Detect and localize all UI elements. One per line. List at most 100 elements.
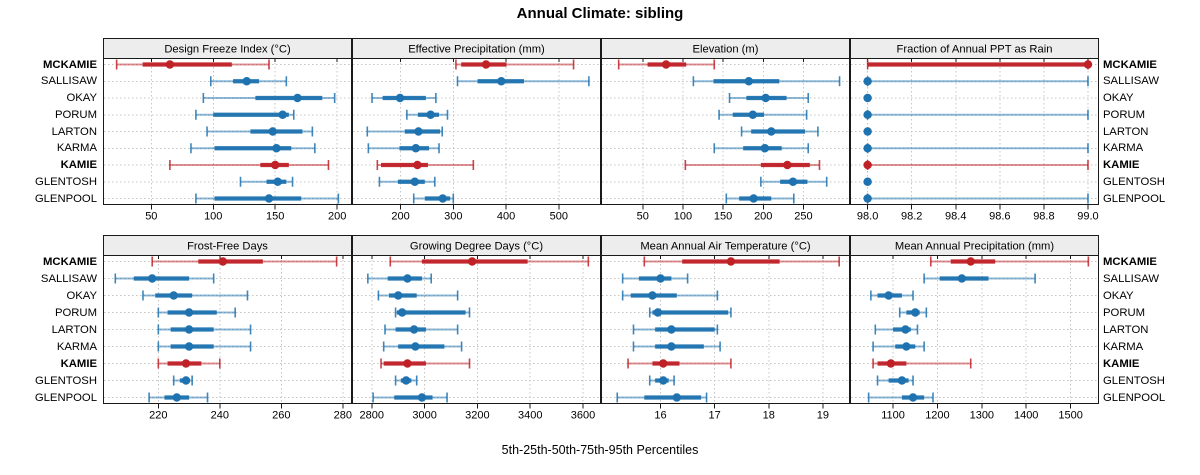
median-dot — [395, 93, 405, 103]
median-dot — [410, 177, 419, 186]
median-dot — [748, 110, 758, 119]
median-dot — [897, 376, 907, 385]
x-tick-label: 3000 — [412, 410, 436, 422]
median-dot — [409, 325, 419, 334]
panel-strip — [103, 38, 352, 59]
median-dot — [661, 60, 671, 69]
panel-strip-title: Design Freeze Index (°C) — [164, 44, 291, 56]
station-label-porum: PORUM — [54, 108, 97, 121]
station-label-porum: PORUM — [1103, 108, 1146, 121]
x-tick-label: 250 — [794, 211, 812, 223]
panel-strip-title: Fraction of Annual PPT as Rain — [897, 44, 1053, 56]
x-tick-label: 1300 — [970, 410, 994, 422]
panel-growing-degree-days: 2800 3000 3200 3400 3600 Growing Degree Days … — [352, 235, 601, 422]
median-dot — [497, 77, 506, 86]
median-dot — [403, 274, 412, 283]
median-dot — [648, 291, 657, 300]
median-dot — [667, 325, 676, 334]
median-dot — [184, 342, 194, 351]
median-dot — [272, 144, 281, 153]
panel-strip-title: Mean Annual Precipitation (mm) — [895, 241, 1054, 253]
x-tick-label: 50 — [637, 211, 649, 223]
x-tick-label: 99.0 — [1077, 211, 1098, 223]
station-label-sallisaw: SALLISAW — [40, 75, 97, 88]
median-dot — [863, 177, 872, 186]
median-dot — [181, 359, 191, 368]
median-dot — [886, 359, 896, 368]
median-dot — [749, 194, 758, 203]
median-dot — [884, 291, 893, 300]
median-dot — [767, 127, 776, 136]
x-tick-label: 260 — [272, 410, 290, 422]
panel-strip-title: Frost-Free Days — [187, 241, 268, 253]
panel-effective-precipitation: 200 300 400 500 Effective Precipitation (mm) — [352, 38, 601, 223]
median-dot — [863, 144, 872, 153]
median-dot — [414, 127, 423, 136]
station-label-kamie: KAMIE — [1103, 357, 1140, 370]
station-label-mckamie: MCKAMIE — [43, 58, 97, 71]
median-dot — [901, 325, 910, 334]
median-dot — [863, 194, 872, 203]
panel-strip-title: Effective Precipitation (mm) — [408, 44, 545, 56]
panel-canvas-growing-degree-days: 2800 3000 3200 3400 3600 Growing Degree Days … — [352, 235, 601, 422]
median-dot — [902, 342, 911, 351]
x-tick-label: 400 — [497, 211, 515, 223]
station-labels-left-row2: MCKAMIE SALLISAW OKAY PORUM LARTON KARMA KAMIE… — [0, 235, 97, 404]
median-dot — [169, 291, 178, 300]
median-dot — [863, 110, 872, 119]
x-tick-label: 50 — [145, 211, 157, 223]
median-dot — [394, 291, 403, 300]
median-dot — [863, 77, 872, 86]
station-label-glenpool: GLENPOOL — [34, 192, 97, 205]
station-label-glentosh: GLENTOSH — [1103, 175, 1165, 188]
x-tick-label: 18 — [763, 410, 775, 422]
panel-strip — [601, 38, 850, 59]
median-dot — [278, 110, 287, 119]
station-label-karma: KARMA — [56, 340, 97, 353]
median-dot — [165, 60, 175, 69]
x-tick-label: 150 — [266, 211, 284, 223]
median-dot — [184, 308, 194, 317]
panel-canvas-fraction-annual-ppt-rain: 98.0 98.2 98.4 98.6 98.8 99.0 Fraction of Annu… — [850, 38, 1099, 223]
x-tick-label: 100 — [674, 211, 692, 223]
median-dot — [172, 393, 181, 402]
station-label-kamie: KAMIE — [60, 357, 97, 370]
median-dot — [426, 110, 435, 119]
median-dot — [863, 127, 872, 136]
x-tick-label: 2800 — [360, 410, 384, 422]
x-tick-label: 200 — [391, 211, 409, 223]
station-label-porum: PORUM — [54, 306, 97, 319]
panel-mean-annual-precipitation: 1100 1200 1300 1400 1500 Mean Annual Precipit… — [850, 235, 1099, 422]
station-labels-right-row1: MCKAMIE SALLISAW OKAY PORUM LARTON KARMA KAMIE… — [1103, 38, 1199, 205]
page-title: Annual Climate: sibling — [516, 5, 684, 22]
x-tick-label: 3400 — [518, 410, 542, 422]
panel-strip — [103, 235, 352, 256]
station-label-karma: KARMA — [1103, 340, 1144, 353]
panel-canvas-effective-precipitation: 200 300 400 500 Effective Precipitation (mm) — [352, 38, 601, 223]
station-label-okay: OKAY — [1103, 92, 1134, 104]
panel-strip — [850, 235, 1099, 256]
panel-strip-title: Growing Degree Days (°C) — [410, 241, 543, 253]
median-dot — [417, 393, 427, 402]
x-tick-label: 98.0 — [857, 211, 878, 223]
x-tick-label: 280 — [334, 410, 352, 422]
panel-fraction-annual-ppt-rain: 98.0 98.2 98.4 98.6 98.8 99.0 Fraction of Annu… — [850, 38, 1099, 223]
x-tick-label: 98.6 — [989, 211, 1010, 223]
x-tick-label: 1400 — [1014, 410, 1038, 422]
station-label-karma: KARMA — [1103, 142, 1144, 155]
station-label-mckamie: MCKAMIE — [1103, 255, 1157, 268]
median-dot — [667, 342, 676, 351]
median-dot — [659, 359, 668, 368]
median-dot — [908, 393, 918, 402]
median-dot — [242, 77, 251, 86]
station-label-larton: LARTON — [1103, 323, 1149, 336]
station-label-kamie: KAMIE — [60, 159, 97, 171]
percentiles-caption: 5th-25th-50th-75th-95th Percentiles — [501, 443, 699, 457]
station-label-glenpool: GLENPOOL — [1103, 192, 1166, 205]
x-tick-label: 17 — [709, 410, 721, 422]
median-dot — [411, 342, 420, 351]
median-dot — [788, 177, 798, 186]
median-dot — [761, 93, 770, 103]
station-label-glentosh: GLENTOSH — [1103, 374, 1165, 387]
